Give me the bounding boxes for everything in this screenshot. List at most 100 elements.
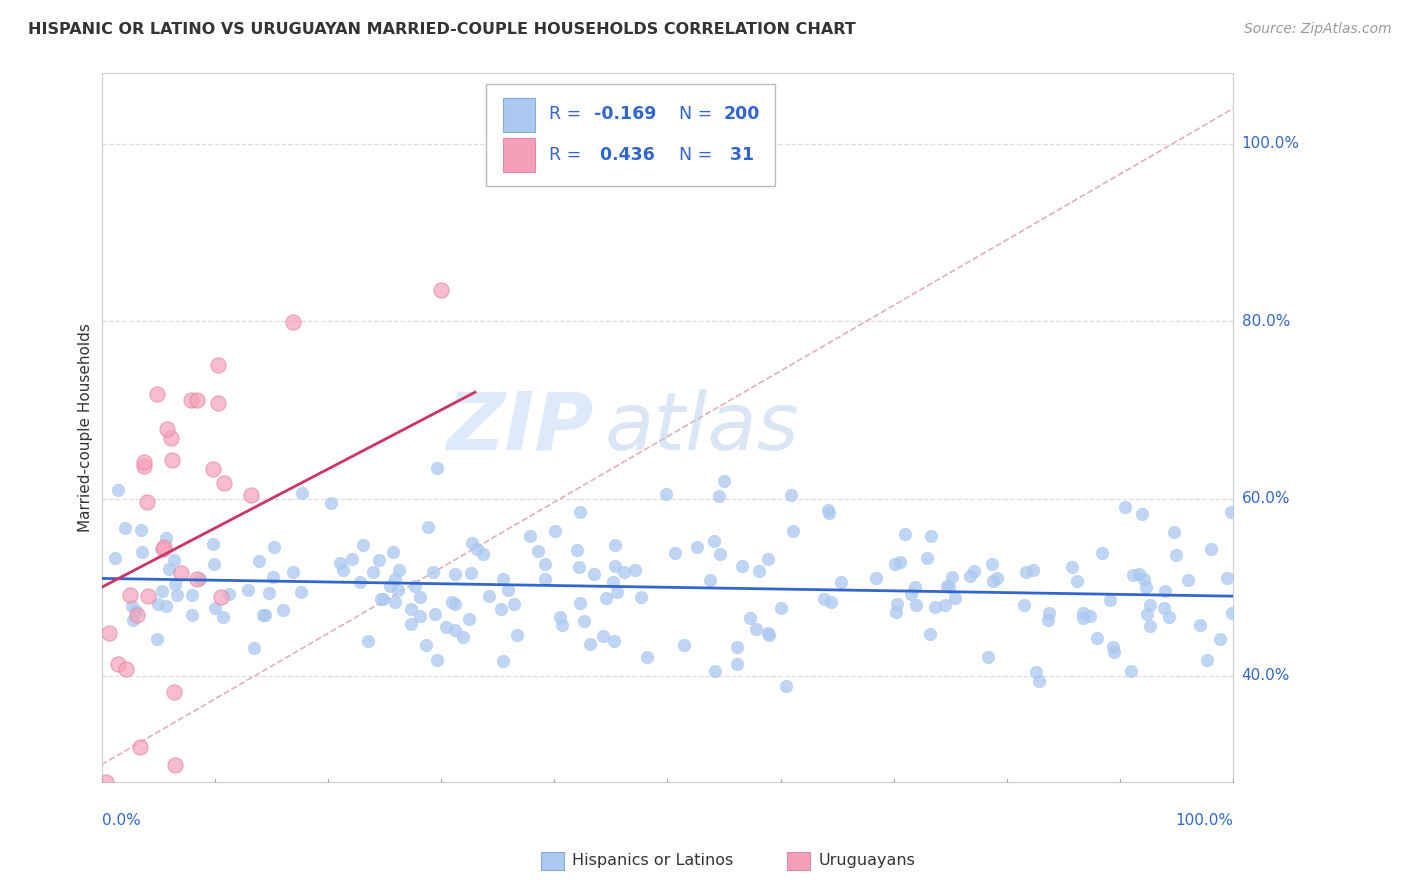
Point [319,495,342,509]
Point [1073,607,1095,621]
Point [1060,559,1083,574]
Text: ZIP: ZIP [447,389,593,467]
Point [125,607,148,622]
Point [160,452,183,467]
Point [496,583,519,598]
Point [731,559,754,574]
Point [239,488,262,502]
Point [756,552,779,566]
Point [983,574,1005,588]
Point [129,739,152,754]
Point [820,594,842,608]
Point [1085,632,1108,646]
Point [166,588,188,602]
Point [886,597,908,611]
Point [157,562,180,576]
Point [94,775,117,789]
Point [129,523,152,537]
FancyBboxPatch shape [541,852,564,870]
Point [426,653,449,667]
Point [813,592,835,607]
Point [349,574,371,589]
Text: 100.0%: 100.0% [1175,813,1233,828]
Point [883,557,905,571]
Point [782,524,804,538]
Point [371,591,394,606]
Point [865,571,887,585]
Point [384,595,406,609]
Text: 31: 31 [724,145,754,163]
Point [114,521,136,535]
Text: N =: N = [679,105,717,123]
Point [263,540,285,554]
Point [818,506,841,520]
Point [132,458,155,473]
Point [163,757,186,772]
Point [1159,610,1181,624]
Point [1153,600,1175,615]
Point [1220,505,1243,519]
Point [775,679,797,693]
Point [1028,674,1050,689]
Text: 100.0%: 100.0% [1241,136,1299,152]
Point [204,601,226,615]
Text: 40.0%: 40.0% [1241,668,1289,683]
Point [332,563,354,577]
Point [1122,568,1144,582]
Point [568,560,591,574]
Point [527,544,550,558]
Point [281,566,304,580]
Point [1066,574,1088,588]
Point [725,640,748,654]
Point [478,589,501,603]
Point [830,575,852,590]
Point [121,599,143,613]
Point [977,650,1000,665]
Point [709,547,731,561]
Point [980,557,1002,571]
Point [451,630,474,644]
Point [212,610,235,624]
Text: 0.0%: 0.0% [101,813,141,828]
Point [243,640,266,655]
Point [602,575,624,590]
Point [152,542,174,557]
Point [214,475,236,490]
Point [107,657,129,671]
Text: 0.436: 0.436 [593,145,655,163]
Point [574,614,596,628]
Point [202,557,225,571]
Point [388,563,411,577]
Point [1197,653,1219,667]
Point [758,628,780,642]
Point [934,599,956,613]
FancyBboxPatch shape [486,84,775,186]
Point [1132,572,1154,586]
Point [592,629,614,643]
Point [352,538,374,552]
Point [699,573,721,587]
Point [941,570,963,584]
Point [399,601,422,615]
FancyBboxPatch shape [787,852,810,870]
Point [959,569,981,583]
Point [190,572,212,586]
Point [329,556,352,570]
Point [207,396,229,410]
Point [415,638,437,652]
Point [1130,507,1153,521]
Point [135,495,157,509]
Point [568,505,591,519]
Text: 80.0%: 80.0% [1241,314,1289,329]
Point [915,550,938,565]
Point [603,537,626,551]
Point [534,557,557,571]
Point [595,591,617,605]
Point [444,598,467,612]
Point [460,536,482,550]
Text: R =: R = [548,145,586,163]
Point [107,483,129,497]
Point [567,542,589,557]
Point [290,585,312,599]
Point [630,591,652,605]
